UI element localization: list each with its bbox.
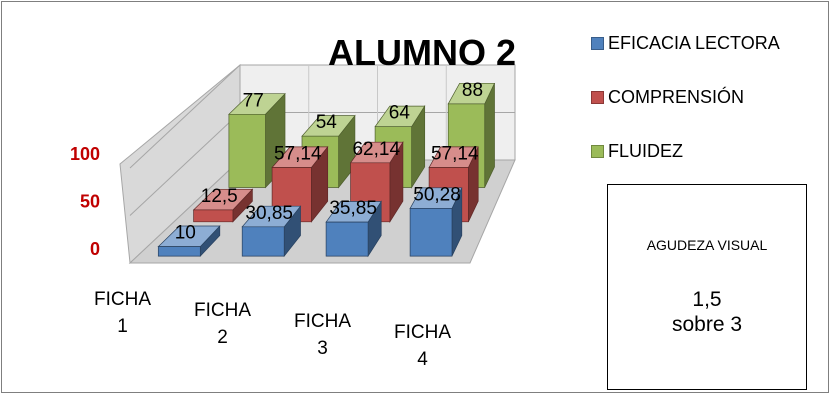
visual-acuity-value: 1,5 (608, 288, 806, 312)
legend-label: FLUIDEZ (608, 141, 683, 162)
x-tick-label: FICHA (294, 311, 351, 332)
legend-label: EFICACIA LECTORA (608, 33, 780, 54)
visual-acuity-label: AGUDEZA VISUAL (608, 237, 806, 253)
x-tick-label: 3 (317, 338, 328, 359)
y-tick-labels: 0 50 100 (70, 144, 100, 259)
data-label: 77 (243, 90, 264, 111)
data-label: 57,14 (431, 144, 479, 165)
data-label: 54 (316, 112, 338, 133)
data-label: 88 (462, 80, 483, 101)
data-label: 62,14 (352, 139, 400, 160)
data-label: 50,28 (413, 184, 461, 205)
legend-swatch-comprension (591, 91, 604, 104)
legend-swatch-fluidez (591, 145, 604, 158)
legend-swatch-eficacia (591, 37, 604, 50)
x-tick-label: FICHA (194, 300, 251, 321)
y-tick-label: 100 (70, 144, 100, 164)
legend-label: COMPRENSIÓN (608, 87, 744, 108)
legend-item-comprension: COMPRENSIÓN (591, 84, 744, 110)
visual-acuity-unit: sobre 3 (608, 313, 806, 337)
x-tick-label: 4 (417, 349, 428, 370)
legend-item-eficacia: EFICACIA LECTORA (591, 30, 780, 56)
x-tick-label: 2 (217, 327, 228, 348)
data-label: 10 (175, 223, 196, 244)
y-tick-label: 50 (80, 192, 100, 212)
legend-item-fluidez: FLUIDEZ (591, 138, 683, 164)
x-tick-label: FICHA (394, 322, 451, 343)
chart-title: ALUMNO 2 (328, 32, 516, 73)
data-label: 12,5 (201, 186, 238, 207)
y-tick-label: 0 (90, 239, 100, 259)
data-label: 57,14 (274, 144, 322, 165)
data-label: 30,85 (245, 203, 293, 224)
x-tick-label: FICHA (94, 289, 151, 310)
data-label: 35,85 (329, 198, 377, 219)
x-tick-label: 1 (117, 316, 128, 337)
data-label: 64 (389, 103, 411, 124)
visual-acuity-box: AGUDEZA VISUAL 1,5 sobre 3 (607, 184, 807, 390)
x-tick-labels: FICHA 1 FICHA 2 FICHA 3 FICHA 4 (94, 289, 451, 370)
